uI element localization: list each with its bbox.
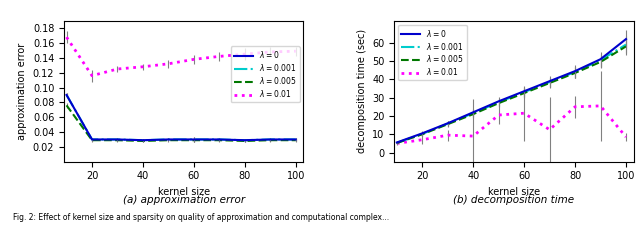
Legend: $\lambda = 0$, $\lambda = 0.001$, $\lambda = 0.005$, $\lambda = 0.01$: $\lambda = 0$, $\lambda = 0.001$, $\lamb… [398, 25, 467, 80]
Legend: $\lambda = 0$, $\lambda = 0.001$, $\lambda = 0.005$, $\lambda = 0.01$: $\lambda = 0$, $\lambda = 0.001$, $\lamb… [231, 46, 300, 102]
Text: (b) decomposition time: (b) decomposition time [453, 195, 575, 205]
Text: Fig. 2: Effect of kernel size and sparsity on quality of approximation and compu: Fig. 2: Effect of kernel size and sparsi… [13, 213, 389, 222]
X-axis label: kernel size: kernel size [157, 187, 210, 197]
Y-axis label: decomposition time (sec): decomposition time (sec) [356, 29, 367, 153]
Text: (a) approximation error: (a) approximation error [123, 195, 244, 205]
X-axis label: kernel size: kernel size [488, 187, 540, 197]
Y-axis label: approximation error: approximation error [17, 43, 28, 140]
